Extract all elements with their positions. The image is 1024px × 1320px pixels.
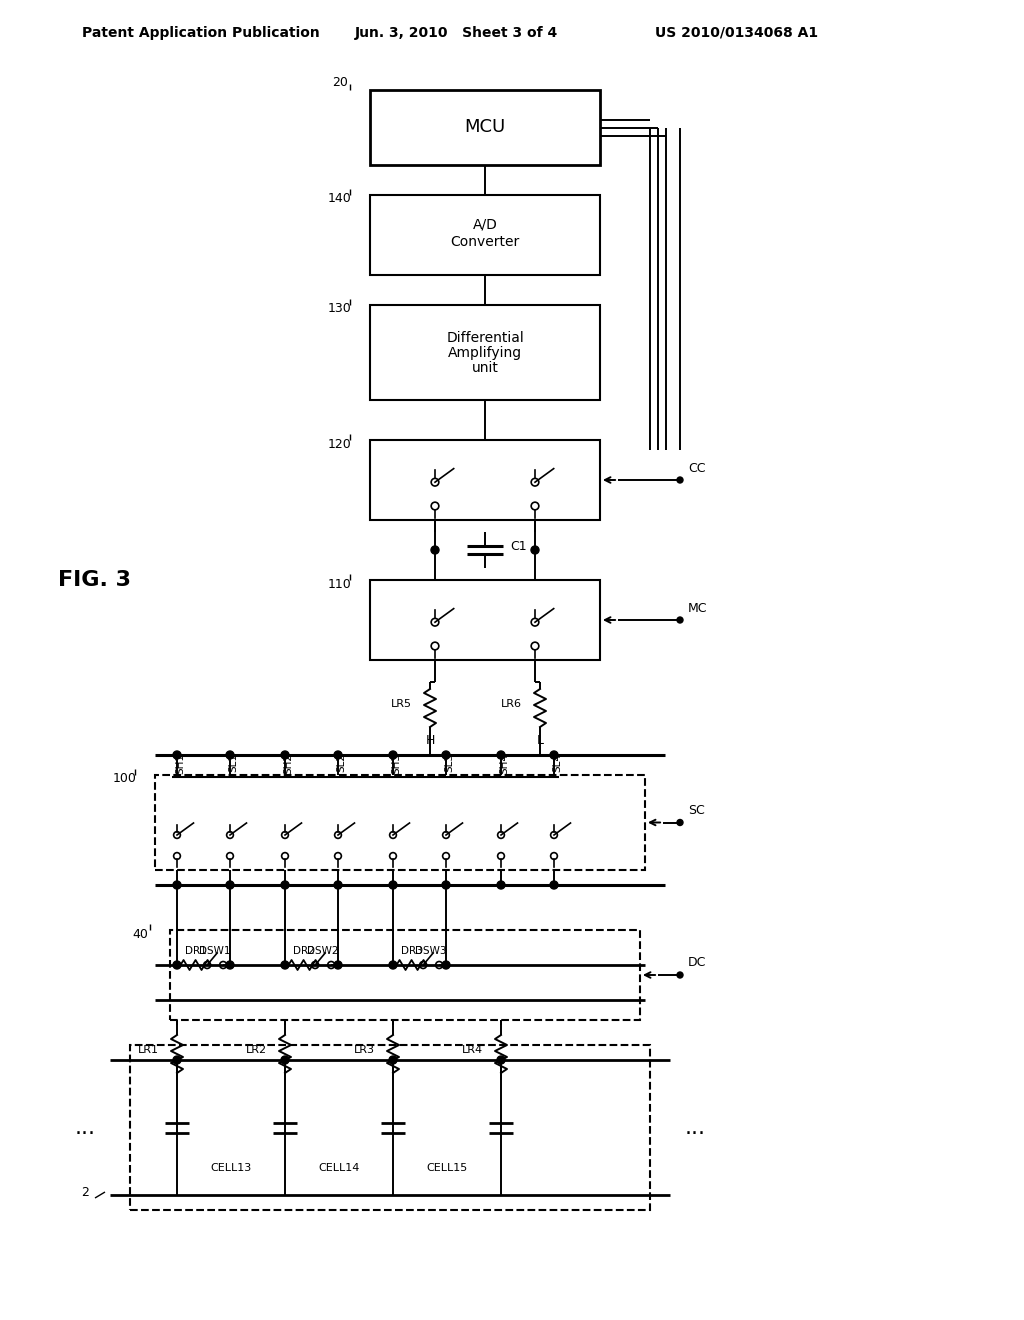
Circle shape <box>226 961 234 969</box>
Text: LR5: LR5 <box>391 700 412 709</box>
Circle shape <box>173 1056 181 1064</box>
Text: SH1: SH1 <box>175 752 185 774</box>
Bar <box>370 90 600 165</box>
Bar <box>370 195 600 275</box>
Text: SC: SC <box>688 804 705 817</box>
Circle shape <box>497 1056 505 1064</box>
Circle shape <box>226 880 234 888</box>
Circle shape <box>389 961 397 969</box>
Text: 130: 130 <box>328 302 352 315</box>
Text: DC: DC <box>688 957 707 969</box>
Bar <box>370 579 600 660</box>
Text: MCU: MCU <box>464 119 506 136</box>
Circle shape <box>677 616 683 623</box>
Text: 110: 110 <box>328 578 352 590</box>
Circle shape <box>334 961 342 969</box>
Text: 40: 40 <box>132 928 147 940</box>
Text: unit: unit <box>472 360 499 375</box>
Text: SH3: SH3 <box>391 752 401 774</box>
Text: LR2: LR2 <box>246 1045 267 1055</box>
Text: LR3: LR3 <box>354 1045 375 1055</box>
Bar <box>370 440 600 520</box>
Circle shape <box>497 751 505 759</box>
Text: SL3: SL3 <box>444 754 454 772</box>
Circle shape <box>389 1056 397 1064</box>
Text: Converter: Converter <box>451 235 519 249</box>
Circle shape <box>334 751 342 759</box>
Text: Patent Application Publication: Patent Application Publication <box>82 26 319 40</box>
Text: DR3: DR3 <box>400 946 423 956</box>
Text: 100: 100 <box>113 772 137 785</box>
Bar <box>130 1045 650 1210</box>
Circle shape <box>531 546 539 554</box>
Text: US 2010/0134068 A1: US 2010/0134068 A1 <box>655 26 818 40</box>
Circle shape <box>173 961 181 969</box>
Circle shape <box>173 880 181 888</box>
Text: H: H <box>425 734 434 747</box>
Bar <box>155 775 645 870</box>
Circle shape <box>389 751 397 759</box>
Circle shape <box>442 751 450 759</box>
Circle shape <box>442 961 450 969</box>
Circle shape <box>334 880 342 888</box>
Text: DR1: DR1 <box>184 946 207 956</box>
Circle shape <box>550 880 558 888</box>
Text: Amplifying: Amplifying <box>447 346 522 359</box>
Circle shape <box>550 751 558 759</box>
Text: 120: 120 <box>328 437 352 450</box>
Text: LR4: LR4 <box>462 1045 483 1055</box>
Text: ...: ... <box>75 1118 95 1138</box>
Text: DSW2: DSW2 <box>307 946 339 956</box>
Circle shape <box>677 820 683 825</box>
Text: LR1: LR1 <box>138 1045 159 1055</box>
Circle shape <box>226 751 234 759</box>
Bar <box>370 305 600 400</box>
Text: LR6: LR6 <box>501 700 522 709</box>
Bar <box>170 931 640 1020</box>
Circle shape <box>442 880 450 888</box>
Text: L: L <box>537 734 544 747</box>
Circle shape <box>281 961 289 969</box>
Text: DSW3: DSW3 <box>416 946 446 956</box>
Circle shape <box>389 880 397 888</box>
Text: Differential: Differential <box>446 330 524 345</box>
Text: SL1: SL1 <box>228 754 238 772</box>
Circle shape <box>281 751 289 759</box>
Circle shape <box>677 477 683 483</box>
Text: CELL13: CELL13 <box>210 1163 252 1173</box>
Text: Jun. 3, 2010   Sheet 3 of 4: Jun. 3, 2010 Sheet 3 of 4 <box>355 26 558 40</box>
Text: DSW1: DSW1 <box>200 946 230 956</box>
Text: 140: 140 <box>328 193 352 206</box>
Text: A/D: A/D <box>472 218 498 232</box>
Circle shape <box>281 880 289 888</box>
Circle shape <box>431 546 439 554</box>
Text: SL4: SL4 <box>552 754 562 772</box>
Text: 2: 2 <box>81 1185 89 1199</box>
Text: MC: MC <box>688 602 708 615</box>
Circle shape <box>497 880 505 888</box>
Circle shape <box>173 751 181 759</box>
Text: SH2: SH2 <box>283 752 293 774</box>
Text: DR2: DR2 <box>293 946 314 956</box>
Text: SH4: SH4 <box>499 752 509 774</box>
Text: 20: 20 <box>332 75 348 88</box>
Text: SL2: SL2 <box>336 754 346 772</box>
Text: ...: ... <box>684 1118 706 1138</box>
Text: FIG. 3: FIG. 3 <box>58 570 131 590</box>
Text: CC: CC <box>688 462 706 474</box>
Text: CELL14: CELL14 <box>318 1163 359 1173</box>
Circle shape <box>677 972 683 978</box>
Text: CELL15: CELL15 <box>426 1163 468 1173</box>
Circle shape <box>281 1056 289 1064</box>
Text: C1: C1 <box>510 540 526 553</box>
